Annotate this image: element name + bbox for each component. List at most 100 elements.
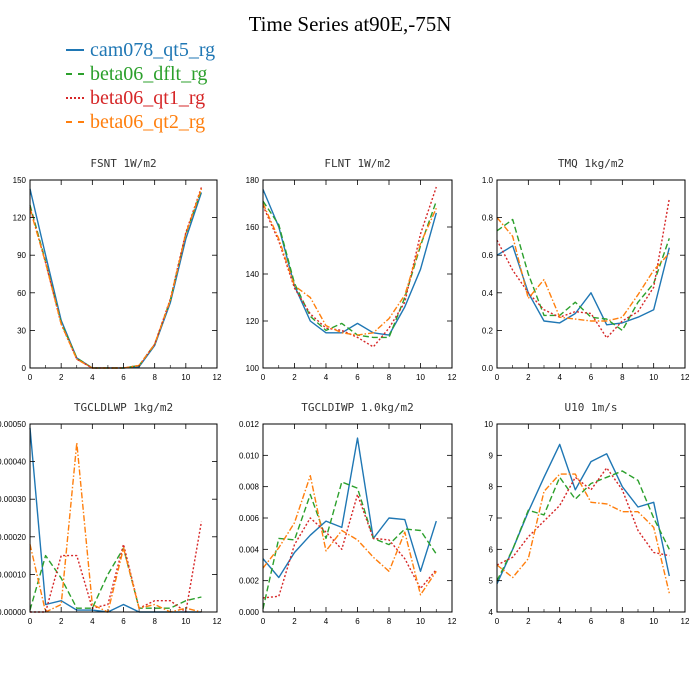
x-tick-label: 10 — [649, 373, 658, 382]
x-tick-label: 4 — [90, 617, 95, 626]
x-tick-label: 12 — [213, 617, 222, 626]
page-title: Time Series at90E,-75N — [248, 12, 452, 36]
x-tick-label: 10 — [416, 617, 425, 626]
y-tick-label: 9 — [489, 451, 494, 460]
legend-line-swatch — [66, 73, 84, 75]
series-line — [29, 442, 202, 613]
y-tick-label: 0.4 — [482, 289, 494, 298]
x-tick-label: 0 — [495, 617, 500, 626]
y-tick-label: 140 — [246, 270, 260, 279]
y-tick-label: 0.010 — [239, 451, 260, 460]
series-line — [262, 475, 437, 596]
x-tick-label: 0 — [495, 373, 500, 382]
x-tick-label: 10 — [416, 373, 425, 382]
y-tick-label: 0.00040 — [0, 458, 27, 467]
series-line — [29, 188, 203, 369]
series-line — [496, 218, 670, 332]
x-tick-label: 10 — [181, 617, 190, 626]
legend-item: beta06_dflt_rg — [66, 62, 215, 86]
series-line — [496, 198, 670, 339]
x-tick-label: 12 — [213, 373, 222, 382]
series-line — [262, 481, 437, 610]
legend-label: beta06_qt1_rg — [90, 87, 206, 109]
legend: cam078_qt5_rg beta06_dflt_rg beta06_qt1_… — [66, 38, 215, 134]
x-tick-label: 0 — [28, 373, 33, 382]
y-tick-label: 0.00020 — [0, 533, 27, 542]
y-tick-label: 0.004 — [239, 545, 260, 554]
y-tick-label: 0.002 — [239, 577, 260, 586]
x-tick-label: 4 — [324, 617, 329, 626]
x-tick-label: 0 — [261, 373, 266, 382]
x-tick-label: 8 — [620, 373, 625, 382]
panel-title: FLNT 1W/m2 — [324, 157, 390, 170]
legend-item: beta06_qt1_rg — [66, 86, 215, 110]
x-tick-label: 8 — [152, 617, 157, 626]
x-tick-label: 10 — [181, 373, 190, 382]
x-tick-label: 12 — [681, 373, 690, 382]
y-tick-label: 10 — [484, 420, 493, 429]
x-tick-label: 2 — [292, 617, 297, 626]
panel-title: TGCLDIWP 1.0kg/m2 — [301, 401, 414, 414]
chart-panel: TGCLDLWP 1kg/m2 0 2 4 6 8 10 12 0.00000 0.00010 0.… — [0, 401, 222, 626]
panel-title: TMQ 1kg/m2 — [558, 157, 624, 170]
series-line — [262, 493, 437, 599]
x-tick-label: 2 — [59, 617, 64, 626]
y-tick-label: 0.2 — [482, 326, 494, 335]
y-tick-label: 8 — [489, 483, 494, 492]
y-tick-label: 0.00000 — [0, 608, 27, 617]
y-tick-label: 150 — [13, 176, 27, 185]
series-line — [262, 203, 437, 336]
y-tick-label: 30 — [17, 326, 26, 335]
legend-line-swatch — [66, 121, 84, 123]
y-tick-label: 0.00030 — [0, 495, 27, 504]
y-tick-label: 0.008 — [239, 483, 260, 492]
x-tick-label: 12 — [448, 373, 457, 382]
chart-panel: FLNT 1W/m2 0 2 4 6 8 10 12 100 120 140 160 180 — [246, 157, 457, 382]
y-tick-label: 7 — [489, 514, 494, 523]
x-tick-label: 2 — [59, 373, 64, 382]
series-line — [496, 245, 670, 326]
x-tick-label: 12 — [448, 617, 457, 626]
y-tick-label: 120 — [13, 214, 27, 223]
y-tick-label: 0.00010 — [0, 570, 27, 579]
legend-line-swatch — [66, 49, 84, 51]
x-tick-label: 0 — [261, 617, 266, 626]
series-line — [496, 470, 670, 582]
panel-title: U10 1m/s — [565, 401, 618, 414]
y-tick-label: 180 — [246, 176, 260, 185]
y-tick-label: 5 — [489, 577, 494, 586]
series-line — [496, 467, 670, 566]
legend-label: beta06_dflt_rg — [90, 63, 208, 85]
y-tick-label: 0.6 — [482, 251, 494, 260]
series-line — [29, 427, 202, 613]
x-tick-label: 6 — [589, 373, 594, 382]
x-tick-label: 4 — [90, 373, 95, 382]
x-tick-label: 6 — [121, 617, 126, 626]
x-tick-label: 6 — [121, 373, 126, 382]
chart-panel: TGCLDIWP 1.0kg/m2 0 2 4 6 8 10 12 0.000 0.002 0.00… — [239, 401, 457, 626]
chart-panel: U10 1m/s 0 2 4 6 8 10 12 4 5 6 7 8 9 10 — [484, 401, 690, 626]
plot-frame — [29, 423, 218, 613]
series-line — [496, 217, 670, 322]
x-tick-label: 2 — [526, 373, 531, 382]
series-line — [262, 200, 437, 339]
x-tick-label: 0 — [28, 617, 33, 626]
legend-label: beta06_qt2_rg — [90, 111, 206, 133]
y-tick-label: 0 — [22, 364, 27, 373]
legend-item: cam078_qt5_rg — [66, 38, 215, 62]
y-tick-label: 0.8 — [482, 214, 494, 223]
x-tick-label: 6 — [589, 617, 594, 626]
panel-title: FSNT 1W/m2 — [90, 157, 156, 170]
y-tick-label: 160 — [246, 223, 260, 232]
y-tick-label: 4 — [489, 608, 494, 617]
panel-title: TGCLDLWP 1kg/m2 — [74, 401, 173, 414]
y-tick-label: 0.0 — [482, 364, 494, 373]
y-tick-label: 0.000 — [239, 608, 260, 617]
y-tick-label: 100 — [246, 364, 260, 373]
x-tick-label: 6 — [355, 617, 360, 626]
series-line — [262, 437, 437, 579]
x-tick-label: 8 — [620, 617, 625, 626]
chart-panel: TMQ 1kg/m2 0 2 4 6 8 10 12 0.0 0.2 0.4 0.6 0.8 1.0 — [482, 157, 690, 382]
